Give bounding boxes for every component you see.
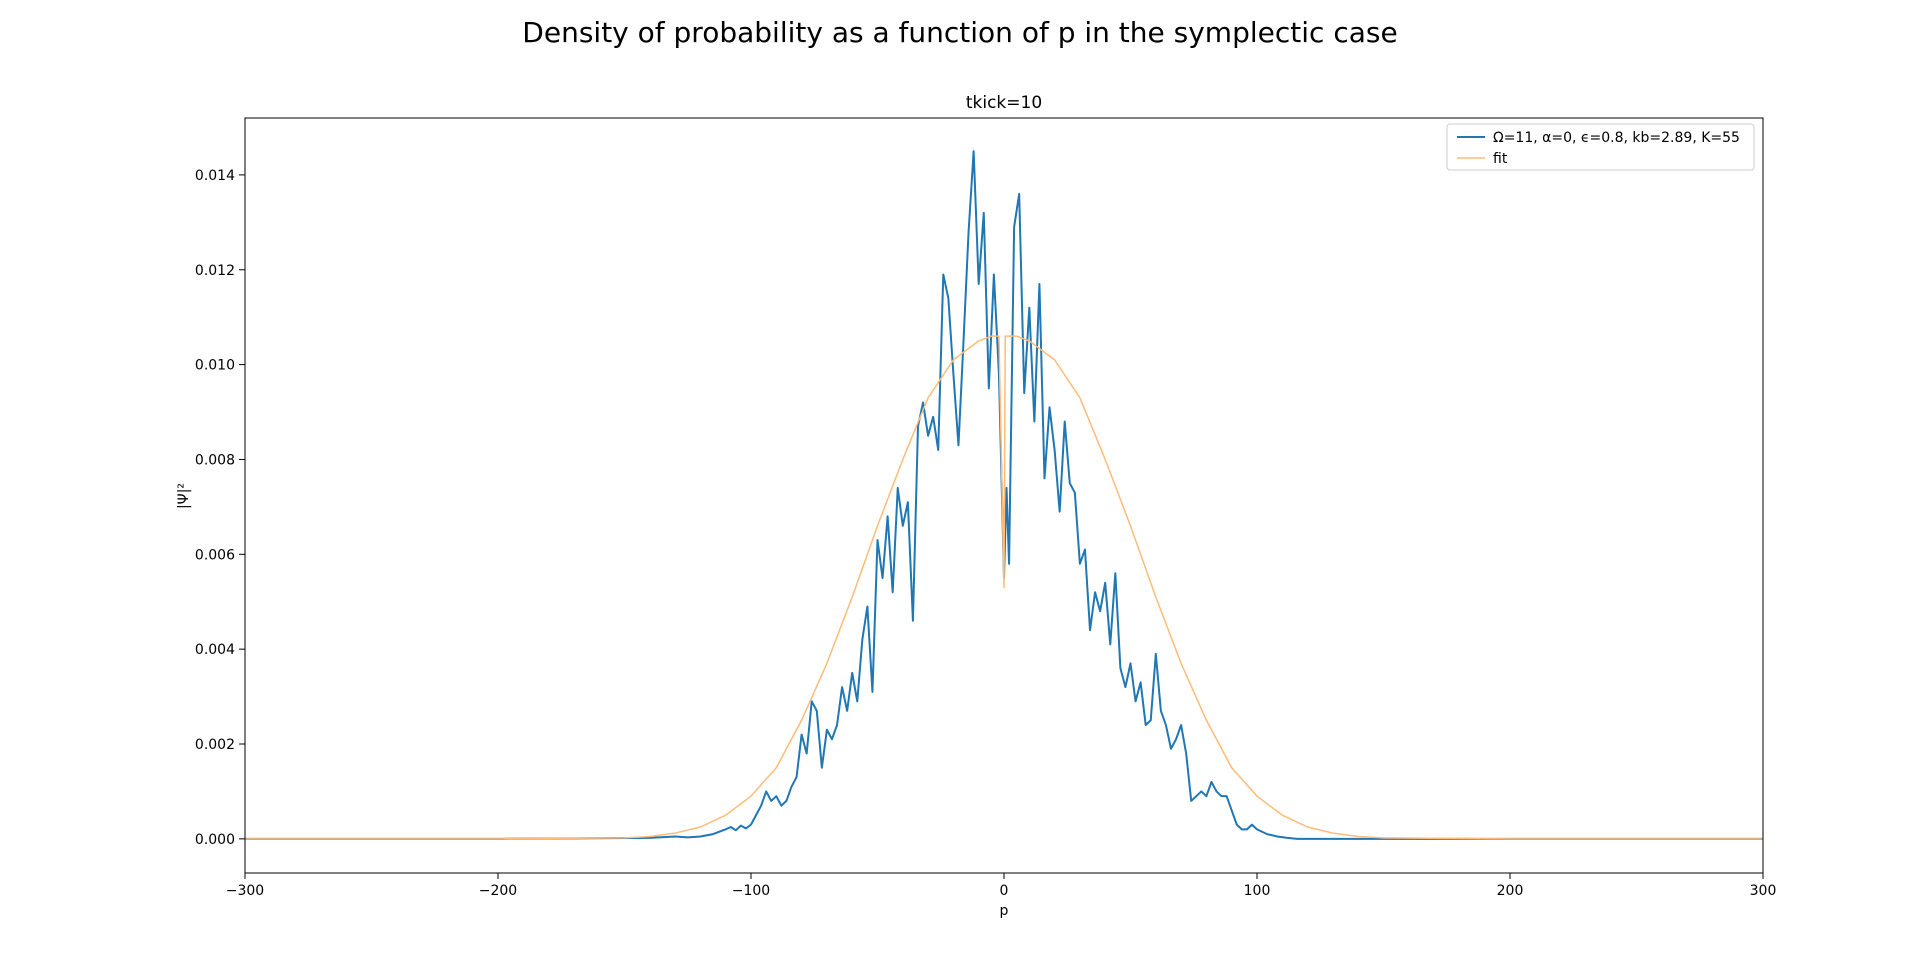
legend-box [1446, 123, 1755, 171]
x-tick-label: 0 [1000, 883, 1009, 899]
series-line-fit [245, 335, 1763, 840]
legend-label-fit: fit [1493, 151, 1508, 167]
x-axis: −300 −200 −100 0 100 200 300 [226, 873, 1777, 899]
y-tick-label: 0.002 [195, 737, 235, 753]
plot-area [245, 150, 1763, 840]
series-line-data [245, 150, 1763, 840]
figure-suptitle: Density of probability as a function of … [522, 16, 1397, 49]
x-tick-label: −300 [226, 883, 264, 899]
y-axis: 0.000 0.002 0.004 0.006 0.008 0.010 0.012 0.014 [195, 168, 245, 848]
legend: Ω=11, α=0, ϵ=0.8, kb=2.89, K=55 fit [1446, 123, 1755, 171]
x-axis-label: p [1000, 903, 1009, 919]
y-tick-label: 0.006 [195, 547, 235, 563]
y-tick-label: 0.000 [195, 832, 235, 848]
x-tick-label: −200 [479, 883, 517, 899]
y-tick-label: 0.008 [195, 452, 235, 468]
axes-title: tkick=10 [966, 93, 1042, 113]
legend-label-data: Ω=11, α=0, ϵ=0.8, kb=2.89, K=55 [1493, 130, 1740, 146]
x-tick-label: 200 [1497, 883, 1524, 899]
x-tick-label: −100 [732, 883, 770, 899]
x-tick-label: 300 [1750, 883, 1777, 899]
y-tick-label: 0.010 [195, 358, 235, 374]
y-tick-label: 0.004 [195, 642, 235, 658]
x-tick-label: 100 [1244, 883, 1271, 899]
y-tick-label: 0.012 [195, 263, 235, 279]
y-axis-label: |Ψ|² [176, 483, 192, 509]
y-tick-label: 0.014 [195, 168, 235, 184]
